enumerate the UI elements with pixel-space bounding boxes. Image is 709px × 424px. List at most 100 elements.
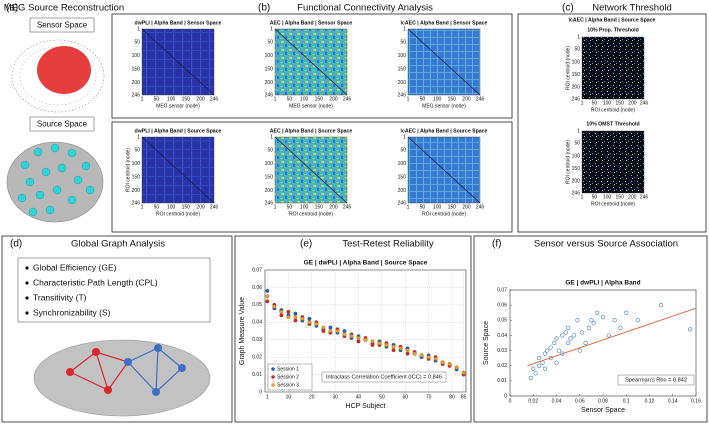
legend-label: Session 3 [277,382,299,388]
y-tick-label: 1 [403,26,406,32]
point [307,320,312,325]
point [560,333,565,338]
x-tick-label: 100 [167,204,176,210]
point [560,351,565,356]
x-tick-label: 246 [640,100,649,106]
bullet [25,281,29,285]
legend-marker [271,367,275,371]
point [356,336,361,340]
x-tick-label: 150 [315,204,324,210]
y-tick-label: 150 [398,66,407,72]
heatmap-diagonal [581,36,645,100]
legend-label: Session 2 [277,374,299,380]
panel-frame [1,235,233,423]
x-axis-label: HCP Subject [346,403,386,410]
y-tick-label: 0.02 [497,363,507,369]
x-tick-label: 50 [379,394,385,400]
point [440,360,445,365]
heatmap-diagonal [274,136,348,204]
x-tick-label: 50 [287,204,293,210]
point [568,336,573,341]
y-tick-label: 246 [398,200,407,206]
y-axis-label: ROI centroid (node) [565,46,571,90]
point [579,330,585,335]
point [659,303,664,308]
y-tick-label: 150 [572,72,581,78]
y-tick-label: 1 [137,26,140,32]
y-tick-label: 0.01 [497,378,507,384]
x-tick-label: 30 [332,394,338,400]
x-tick-label: 246 [476,204,485,210]
point [349,334,354,339]
heatmap-title: 10% Prop. Threshold [587,27,639,33]
point [293,315,298,319]
y-tick-label: 200 [265,188,274,194]
x-tick-label: 0.02 [528,398,538,404]
point [618,325,623,330]
x-tick-label: 50 [154,96,160,102]
y-tick-label: 1 [577,128,580,134]
x-tick-label: 150 [182,96,191,102]
panel-label: (b) [258,3,270,14]
y-tick-label: 1 [270,134,273,140]
y-tick-label: 100 [398,161,407,167]
label: Source Space [37,120,88,129]
point [391,348,396,353]
heatmap-title: lcAEC | Alpha Band | Source Space [401,128,488,134]
heatmap-title: dwPLI | Alpha Band | Source Space [135,128,222,134]
point [548,345,553,350]
x-tick-label: 1 [266,394,269,400]
list-item: Global Efficiency (GE) [33,262,117,272]
y-tick-label: 0.04 [497,333,507,339]
x-tick-label: 1 [407,96,410,102]
heatmap-title: dwPLI | Alpha Band | Sensor Space [135,20,222,26]
x-tick-label: 0.1 [623,398,630,404]
panel-frame [517,13,707,233]
panel-title: Sensor versus Source Association [534,239,678,250]
point [533,371,538,376]
y-tick-label: 200 [572,179,581,185]
label-box [29,116,95,132]
y-tick-label: 50 [267,40,273,46]
panel-frame [473,235,708,423]
x-tick-label: 50 [154,204,160,210]
point [370,343,375,347]
point [454,365,459,370]
y-axis-label: Graph Measure Value [239,297,246,365]
x-tick-label: 200 [462,204,471,210]
point [286,315,291,319]
point [419,353,424,358]
y-tick-label: 246 [265,92,274,98]
point [624,310,629,315]
x-tick-label: 200 [329,96,338,102]
point [536,356,542,361]
brain [6,141,104,223]
x-tick-label: 200 [196,96,205,102]
x-tick-label: 100 [300,204,309,210]
x-tick-label: 20 [309,394,315,400]
x-tick-label: 150 [616,194,625,200]
x-tick-label: 200 [462,96,471,102]
x-tick-label: 1 [141,204,144,210]
y-tick-label: 0.06 [497,302,507,308]
x-tick-label: 70 [426,394,432,400]
y-tick-label: 100 [398,53,407,59]
x-tick-label: 0.16 [691,398,701,404]
point [586,325,592,330]
x-tick-label: 100 [167,96,176,102]
y-tick-label: 100 [265,161,274,167]
x-tick-label: 10 [286,394,292,400]
heatmap-diagonal [141,136,215,204]
bullet [25,266,29,270]
y-tick-label: 200 [572,85,581,91]
y-tick-label: 150 [265,174,274,180]
point [571,333,577,338]
y-tick-label: 0 [504,393,507,399]
y-tick-label: 0.03 [252,337,262,343]
point [391,344,396,349]
subtitle: lcAEC | Alpha Band | Source Space [569,17,656,23]
list-item: Transitivity (T) [33,292,87,302]
x-tick-label: 100 [433,96,442,102]
point [328,325,333,330]
x-tick-label: 150 [315,96,324,102]
